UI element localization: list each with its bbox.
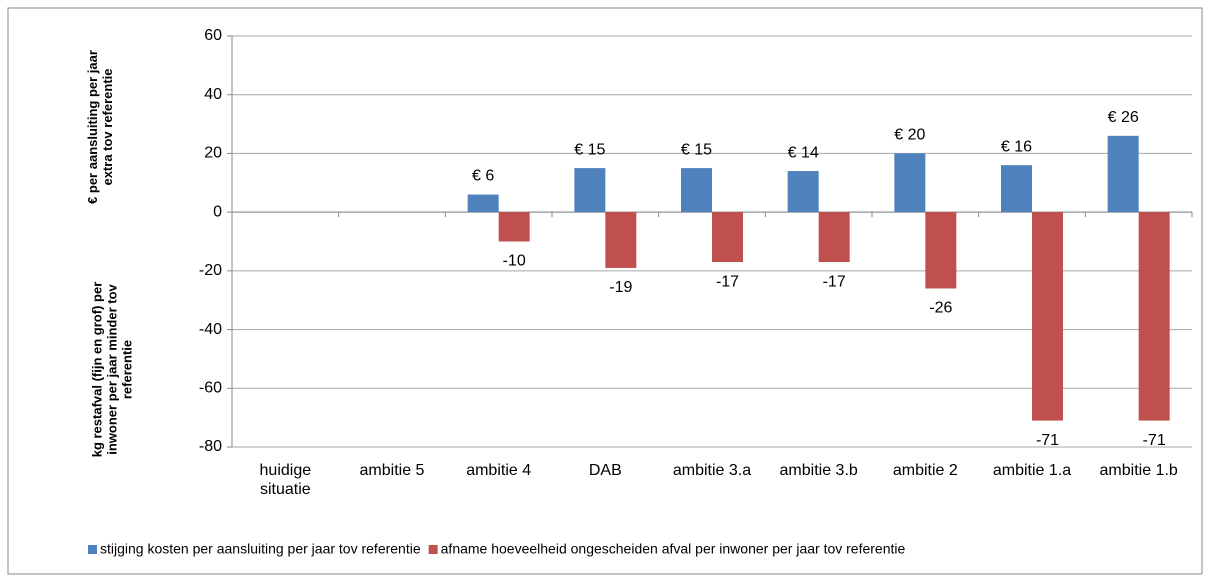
data-label: -17 [716,273,739,290]
x-tick-label: ambitie 1.a [992,462,1072,479]
bar [681,168,712,213]
y-tick-label: -20 [199,262,222,279]
x-tick-label: ambitie 4 [466,462,532,479]
bar [818,212,850,263]
legend-swatch [428,545,438,554]
y-tick-label: 60 [204,27,222,44]
bar [894,153,926,213]
y-tick-label: -80 [199,438,222,455]
x-tick-label: ambitie 1.b [1099,462,1178,479]
bar [605,212,637,268]
x-tick-label: huidige situatie [259,462,312,498]
bar [925,212,957,289]
data-label: € 26 [1108,109,1139,126]
x-tick-label: ambitie 3.a [672,462,752,479]
y-tick-label: 0 [213,203,222,220]
x-tick-label: ambitie 5 [359,462,425,479]
legend-label: stijging kosten per aansluiting per jaar… [100,541,421,557]
data-label: € 20 [894,127,925,144]
y-tick-label: -60 [199,380,222,397]
legend-label: afname hoeveelheid ongescheiden afval pe… [441,541,906,557]
data-label: -19 [609,279,632,296]
y-tick-label: 40 [204,86,222,103]
data-label: € 15 [574,141,605,158]
data-label: € 6 [472,168,494,185]
bar [1107,135,1139,213]
y-axis-title: kg restafval (fijn en grof) per inwoner … [89,281,135,458]
data-label: € 15 [681,141,712,158]
data-label: € 14 [788,144,819,161]
bar [712,212,743,263]
data-label: -71 [1143,432,1166,449]
y-tick-label: 20 [204,145,222,162]
data-label: -26 [929,300,952,317]
bar [498,212,530,242]
data-label: -17 [823,273,846,290]
bar [467,194,499,213]
y-axis-title: € per aansluiting per jaar extra tov ref… [85,50,115,204]
data-label: € 16 [1001,138,1032,155]
bar [1138,212,1170,421]
frame [7,7,1203,575]
bar [1032,212,1063,421]
data-label: -10 [503,253,526,270]
data-label: -71 [1036,432,1059,449]
bar [574,168,606,213]
legend-swatch [88,545,97,554]
x-tick-label: ambitie 2 [892,462,958,479]
x-tick-label: ambitie 3.b [779,462,858,479]
bar [787,171,819,213]
bar [1001,165,1032,213]
y-tick-label: -40 [199,321,222,338]
x-tick-label: DAB [588,462,622,479]
